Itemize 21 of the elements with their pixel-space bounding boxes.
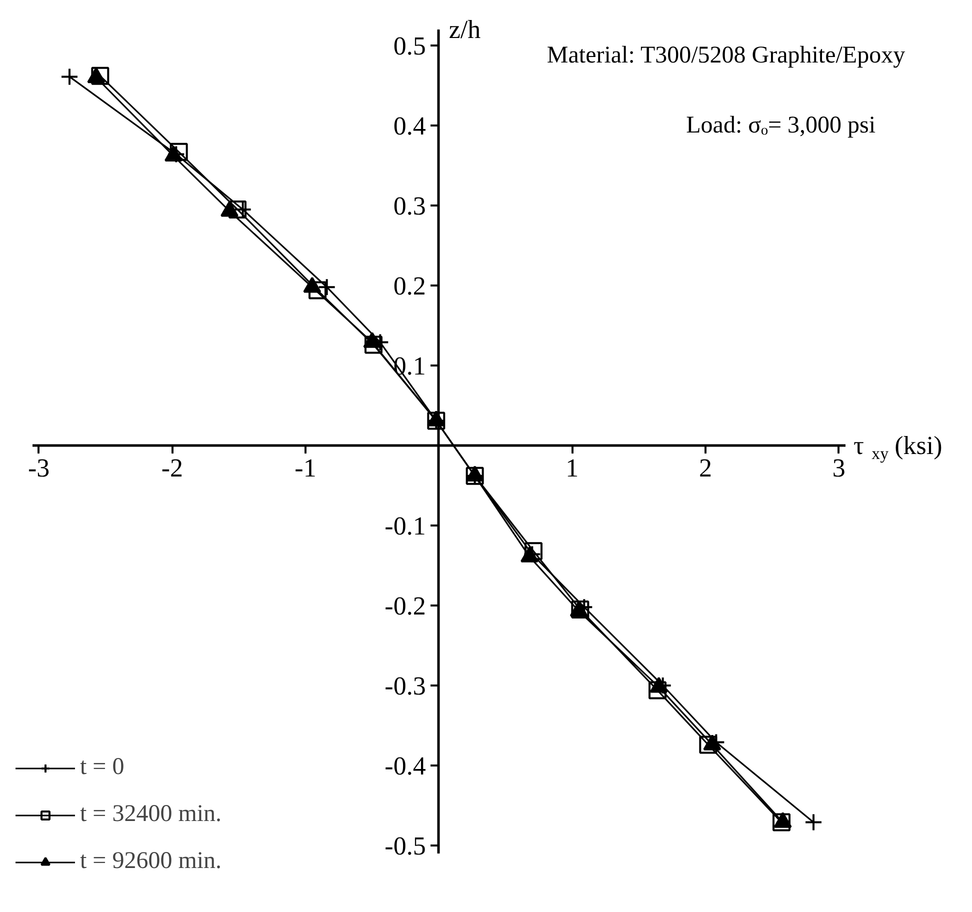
y-tick-label: -0.1: [384, 512, 426, 540]
x-tick-label: -2: [161, 454, 184, 482]
y-tick-label: 0.5: [393, 32, 426, 60]
y-axis-title: z/h: [448, 15, 481, 44]
x-tick-label: 3: [832, 454, 846, 482]
y-tick-label: -0.5: [384, 832, 426, 860]
y-tick-label: 0.4: [393, 112, 426, 140]
x-tick-label: -1: [294, 454, 316, 482]
y-tick-label: -0.3: [384, 672, 426, 700]
y-tick-label: 0.3: [393, 192, 426, 220]
x-tick-label: -3: [28, 454, 50, 482]
legend-label: t = 0: [80, 754, 124, 781]
annotation: Load: σₒ= 3,000 psi: [686, 112, 876, 138]
y-tick-label: -0.4: [384, 752, 426, 780]
legend-label: t = 92600 min.: [80, 848, 222, 875]
y-tick-label: -0.2: [384, 592, 426, 620]
x-tick-label: 2: [699, 454, 712, 482]
y-tick-label: 0.2: [393, 272, 426, 300]
legend-label: t = 32400 min.: [80, 801, 222, 828]
annotation: Material: T300/5208 Graphite/Epoxy: [546, 42, 906, 68]
x-tick-label: 1: [566, 454, 579, 482]
